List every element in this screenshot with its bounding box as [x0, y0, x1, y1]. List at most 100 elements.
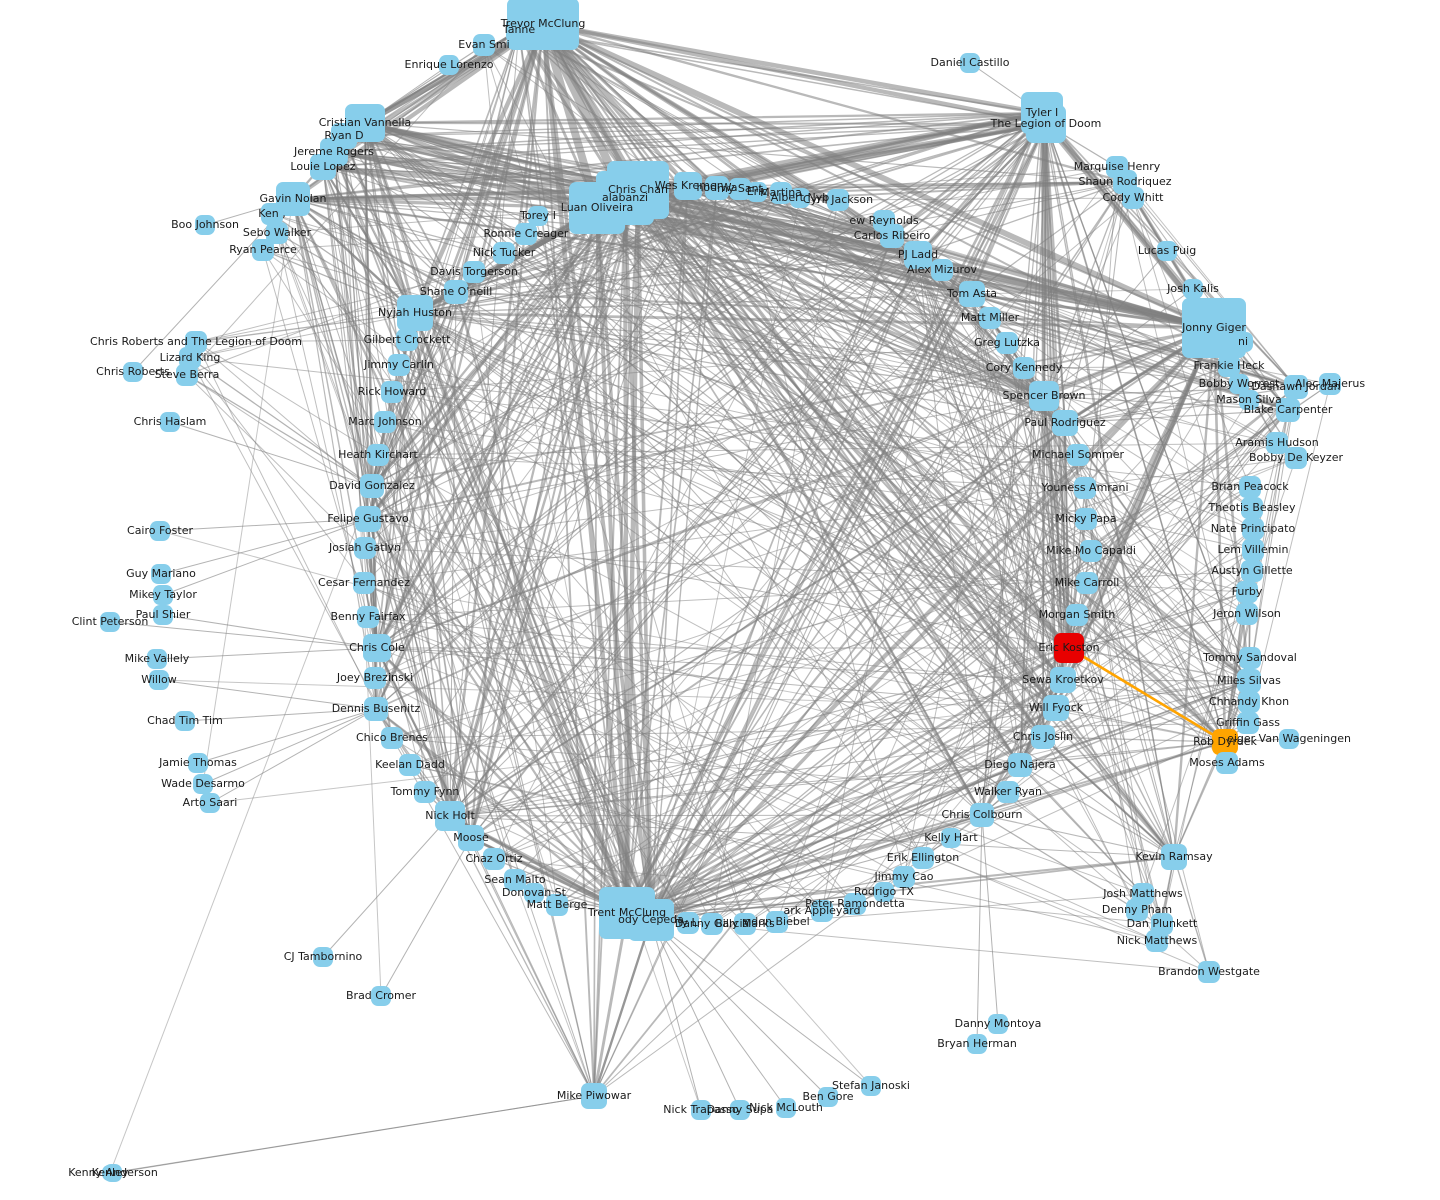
graph-node[interactable] — [1319, 373, 1341, 395]
graph-node[interactable] — [1075, 508, 1097, 530]
graph-node[interactable] — [1212, 729, 1238, 755]
graph-node[interactable] — [147, 649, 167, 669]
graph-node[interactable] — [880, 224, 904, 248]
graph-node[interactable] — [1236, 581, 1258, 603]
graph-node[interactable] — [1284, 375, 1308, 399]
graph-node[interactable] — [1233, 332, 1253, 352]
graph-node[interactable] — [123, 362, 143, 382]
graph-node[interactable] — [988, 1014, 1008, 1034]
graph-node[interactable] — [701, 913, 723, 935]
graph-node[interactable] — [515, 223, 537, 245]
graph-node[interactable] — [776, 1098, 796, 1118]
graph-node[interactable] — [1183, 279, 1203, 299]
graph-node[interactable] — [996, 332, 1018, 354]
graph-node[interactable] — [364, 697, 388, 721]
graph-node[interactable] — [396, 329, 418, 351]
graph-node[interactable] — [363, 634, 391, 662]
graph-node[interactable] — [1076, 572, 1098, 594]
graph-node[interactable] — [310, 154, 336, 180]
graph-node[interactable] — [195, 215, 215, 235]
graph-node[interactable] — [504, 869, 526, 891]
graph-node[interactable] — [381, 381, 403, 403]
graph-node[interactable] — [528, 206, 548, 226]
graph-node[interactable] — [524, 883, 544, 903]
graph-node[interactable] — [1151, 913, 1173, 935]
graph-node[interactable] — [1241, 560, 1263, 582]
graph-node[interactable] — [414, 781, 436, 803]
graph-node[interactable] — [261, 203, 283, 225]
graph-node[interactable] — [439, 55, 459, 75]
graph-node[interactable] — [360, 474, 384, 498]
graph-node[interactable] — [691, 1100, 711, 1120]
graph-node[interactable] — [151, 564, 171, 584]
graph-node[interactable] — [677, 912, 699, 934]
graph-node[interactable] — [200, 793, 220, 813]
graph-node[interactable] — [1008, 753, 1032, 777]
graph-node[interactable] — [705, 176, 729, 200]
graph-node[interactable] — [1285, 447, 1307, 469]
graph-node[interactable] — [397, 295, 433, 331]
graph-node[interactable] — [371, 986, 391, 1006]
graph-node[interactable] — [1043, 695, 1069, 721]
graph-node[interactable] — [1050, 667, 1076, 693]
graph-node[interactable] — [1237, 669, 1261, 693]
graph-node[interactable] — [1013, 357, 1035, 379]
graph-node[interactable] — [1241, 497, 1263, 519]
graph-node[interactable] — [1031, 725, 1055, 749]
graph-node[interactable] — [1052, 410, 1078, 436]
graph-node[interactable] — [357, 606, 379, 628]
graph-node[interactable] — [596, 171, 654, 225]
graph-node[interactable] — [1242, 518, 1264, 540]
graph-node[interactable] — [1239, 390, 1259, 410]
graph-node[interactable] — [766, 911, 788, 933]
graph-node[interactable] — [102, 1165, 118, 1181]
graph-node[interactable] — [941, 828, 961, 848]
graph-node[interactable] — [960, 53, 980, 73]
graph-node[interactable] — [997, 781, 1019, 803]
graph-node[interactable] — [176, 364, 198, 386]
graph-node[interactable] — [188, 753, 208, 773]
graph-node[interactable] — [861, 1076, 881, 1096]
graph-node[interactable] — [1242, 539, 1264, 561]
graph-node[interactable] — [388, 354, 410, 376]
graph-node[interactable] — [1026, 105, 1066, 143]
graph-node[interactable] — [1074, 477, 1096, 499]
graph-node[interactable] — [747, 182, 767, 202]
graph-node[interactable] — [1198, 961, 1220, 983]
graph-node[interactable] — [374, 411, 396, 433]
graph-node[interactable] — [979, 307, 1001, 329]
graph-node[interactable] — [193, 774, 213, 794]
graph-node[interactable] — [1236, 603, 1258, 625]
graph-node[interactable] — [463, 261, 485, 283]
graph-node[interactable] — [399, 754, 421, 776]
graph-node[interactable] — [1239, 476, 1261, 498]
graph-node[interactable] — [149, 670, 169, 690]
graph-node[interactable] — [160, 412, 180, 432]
graph-node[interactable] — [790, 188, 810, 208]
graph-node[interactable] — [483, 848, 505, 870]
graph-node[interactable] — [153, 585, 173, 605]
graph-node[interactable] — [493, 242, 515, 264]
graph-node[interactable] — [827, 189, 849, 211]
graph-node[interactable] — [175, 711, 195, 731]
graph-node[interactable] — [1216, 752, 1238, 774]
graph-node[interactable] — [153, 605, 173, 625]
graph-node[interactable] — [252, 239, 274, 261]
graph-node[interactable] — [381, 727, 403, 749]
graph-node[interactable] — [1029, 381, 1059, 411]
graph-node[interactable] — [1237, 712, 1259, 734]
graph-node[interactable] — [364, 667, 386, 689]
graph-node[interactable] — [179, 347, 201, 369]
graph-node[interactable] — [354, 537, 376, 559]
graph-node[interactable] — [844, 893, 866, 915]
graph-node[interactable] — [581, 1083, 607, 1109]
graph-node[interactable] — [1276, 398, 1300, 422]
graph-node[interactable] — [1066, 604, 1088, 626]
graph-node[interactable] — [1266, 432, 1288, 454]
graph-node[interactable] — [967, 1034, 987, 1054]
graph-node[interactable] — [506, 17, 532, 43]
graph-node[interactable] — [674, 172, 702, 200]
graph-node[interactable] — [893, 866, 915, 888]
graph-node[interactable] — [734, 913, 756, 935]
graph-node[interactable] — [1067, 444, 1089, 466]
